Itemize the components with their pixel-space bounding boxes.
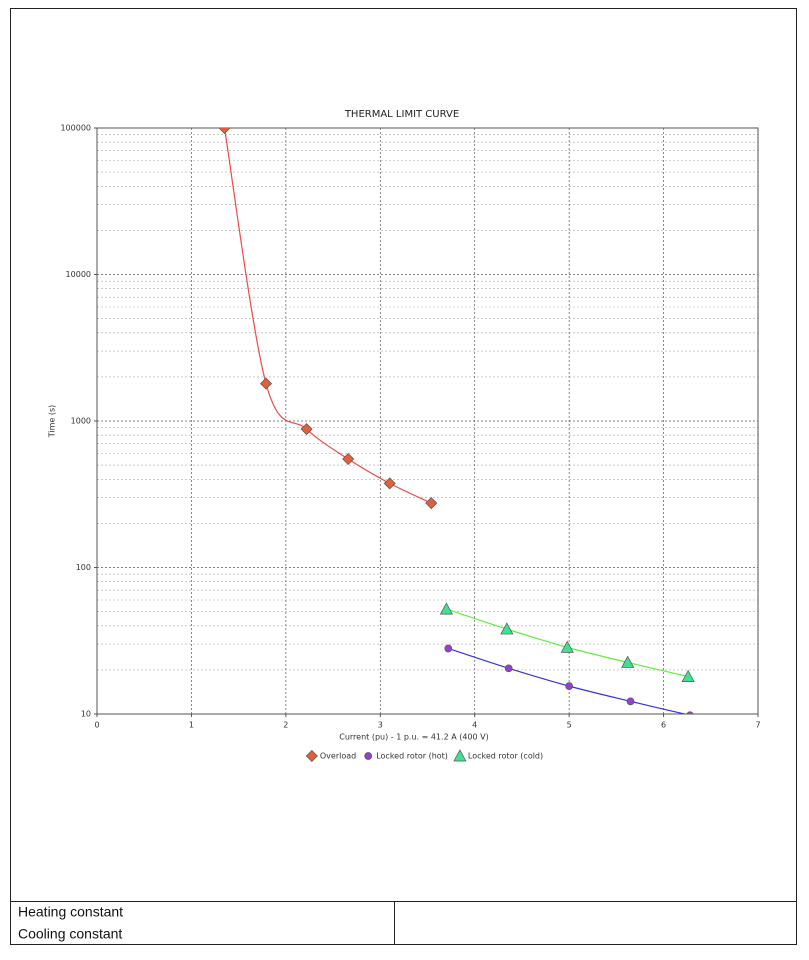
table-cell: Heating constant	[18, 904, 123, 920]
legend-label: Overload	[320, 752, 356, 761]
page-border	[10, 8, 797, 945]
legend-label: Locked rotor (cold)	[468, 752, 543, 761]
y-tick-label: 100000	[60, 124, 91, 133]
marker	[560, 640, 574, 653]
chart-title: THERMAL LIMIT CURVE	[344, 109, 459, 120]
x-tick-label: 4	[472, 721, 477, 730]
marker	[260, 377, 273, 390]
marker	[439, 602, 453, 615]
marker	[383, 477, 396, 490]
marker	[686, 711, 694, 714]
x-tick-label: 1	[189, 721, 194, 730]
x-tick-label: 5	[567, 721, 572, 730]
y-tick-label: 1000	[71, 417, 91, 426]
marker	[218, 128, 231, 134]
y-tick-label: 10	[81, 710, 91, 719]
legend-label: Locked rotor (hot)	[376, 752, 448, 761]
y-axis-label: Time (s)	[48, 405, 57, 439]
marker	[504, 664, 513, 673]
series-line	[223, 128, 432, 504]
marker	[453, 749, 467, 762]
y-tick-label: 100	[76, 563, 91, 572]
marker	[681, 669, 695, 682]
marker	[626, 697, 635, 706]
x-tick-label: 7	[755, 721, 760, 730]
x-tick-label: 3	[378, 721, 383, 730]
x-axis-label: Current (pu) - 1 p.u. = 41.2 A (400 V)	[339, 733, 489, 742]
marker	[425, 497, 438, 510]
y-tick-label: 10000	[66, 270, 91, 279]
marker	[444, 644, 453, 653]
marker	[305, 750, 318, 762]
legend: Overload Locked rotor (hot) Locked rotor (…	[305, 749, 543, 762]
table-cell: Cooling constant	[18, 926, 122, 942]
marker	[300, 423, 313, 436]
x-tick-label: 6	[661, 721, 666, 730]
x-tick-label: 0	[94, 721, 99, 730]
plot-area	[218, 128, 695, 714]
marker	[500, 622, 514, 635]
x-tick-label: 2	[283, 721, 288, 730]
plot-frame	[96, 127, 759, 715]
marker	[364, 752, 373, 760]
marker	[565, 682, 573, 690]
marker	[342, 453, 355, 466]
marker	[621, 655, 635, 668]
